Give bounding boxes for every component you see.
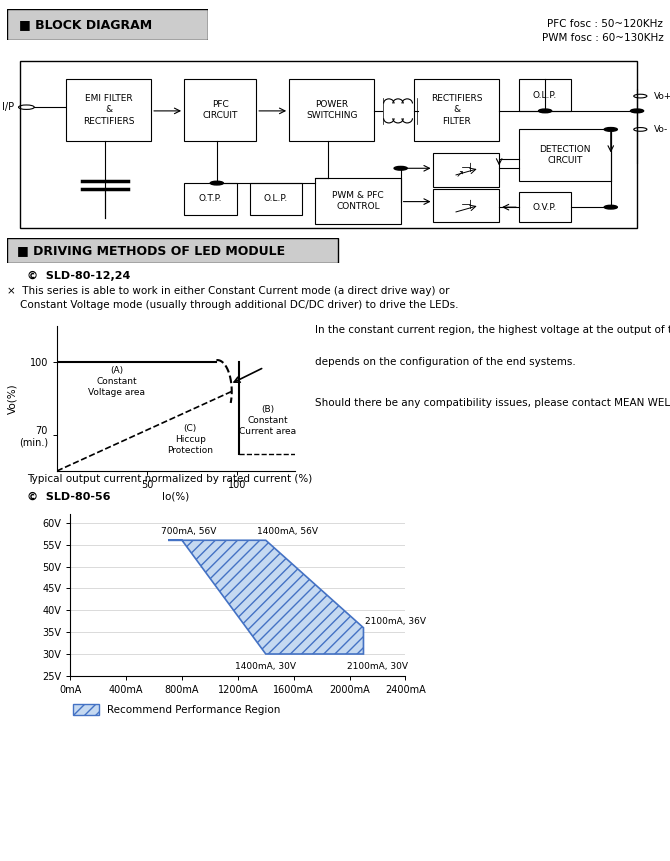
Text: 2100mA, 36V: 2100mA, 36V (365, 616, 426, 626)
Bar (66, 79, 151, 140)
Circle shape (630, 109, 644, 113)
Text: ©  SLD-80-12,24: © SLD-80-12,24 (27, 270, 130, 281)
Legend: Recommend Performance Region: Recommend Performance Region (69, 700, 285, 719)
Bar (184, 183, 237, 214)
Text: 1400mA, 30V: 1400mA, 30V (235, 662, 296, 671)
Circle shape (539, 109, 551, 113)
Text: DETECTION
CIRCUIT: DETECTION CIRCUIT (539, 146, 590, 165)
Text: RECTIFIERS
&
FILTER: RECTIFIERS & FILTER (431, 95, 482, 126)
Text: Should there be any compatibility issues, please contact MEAN WELL.: Should there be any compatibility issues… (315, 398, 670, 408)
Text: O.T.P.: O.T.P. (198, 195, 222, 203)
Bar (250, 183, 302, 214)
Text: EMI FILTER
&
RECTIFIERS: EMI FILTER & RECTIFIERS (82, 95, 134, 126)
Bar (519, 79, 572, 111)
Circle shape (210, 182, 223, 185)
Text: I/P: I/P (3, 102, 15, 112)
Text: O.L.P.: O.L.P. (264, 195, 288, 203)
Bar (316, 177, 401, 224)
Text: (B)
Constant
Current area: (B) Constant Current area (239, 405, 296, 436)
Text: Typical output current normalized by rated current (%): Typical output current normalized by rat… (27, 474, 312, 484)
Text: 2100mA, 30V: 2100mA, 30V (347, 662, 408, 671)
Text: Vo+: Vo+ (653, 91, 670, 101)
Text: ×  This series is able to work in either Constant Current mode (a direct drive w: × This series is able to work in either … (7, 286, 458, 310)
Text: PFC
CIRCUIT: PFC CIRCUIT (202, 100, 238, 120)
Text: ⊣: ⊣ (461, 199, 472, 212)
Bar (519, 192, 572, 222)
Circle shape (604, 205, 617, 209)
Text: (A)
Constant
Voltage area: (A) Constant Voltage area (88, 366, 145, 398)
Text: In the constant current region, the highest voltage at the output of the driver: In the constant current region, the high… (315, 325, 670, 335)
Bar (184, 79, 256, 140)
Text: PWM & PFC
CONTROL: PWM & PFC CONTROL (332, 190, 384, 211)
Text: ■ BLOCK DIAGRAM: ■ BLOCK DIAGRAM (19, 18, 152, 31)
X-axis label: Io(%): Io(%) (162, 492, 190, 501)
Text: (C)
Hiccup
Protection: (C) Hiccup Protection (168, 424, 213, 455)
Circle shape (394, 166, 407, 170)
Bar (433, 189, 499, 222)
Text: depends on the configuration of the end systems.: depends on the configuration of the end … (315, 357, 576, 368)
Y-axis label: Vo(%): Vo(%) (7, 383, 17, 414)
Text: O.V.P.: O.V.P. (533, 202, 557, 212)
Text: Vo-: Vo- (653, 125, 668, 134)
Bar (414, 79, 499, 140)
Text: O.L.P.: O.L.P. (533, 90, 557, 100)
Text: ■ DRIVING METHODS OF LED MODULE: ■ DRIVING METHODS OF LED MODULE (17, 244, 285, 257)
Text: 1400mA, 56V: 1400mA, 56V (257, 527, 318, 536)
Circle shape (604, 127, 617, 131)
Text: PFC fosc : 50~120KHz
PWM fosc : 60~130KHz: PFC fosc : 50~120KHz PWM fosc : 60~130KH… (541, 19, 663, 43)
Bar (519, 129, 611, 182)
Text: ↗: ↗ (456, 169, 464, 179)
Text: ©  SLD-80-56: © SLD-80-56 (27, 492, 111, 502)
Text: POWER
SWITCHING: POWER SWITCHING (306, 100, 358, 120)
Bar (433, 153, 499, 187)
Polygon shape (168, 540, 364, 654)
Bar (289, 79, 375, 140)
Text: 700mA, 56V: 700mA, 56V (161, 527, 216, 536)
Text: ⊣: ⊣ (461, 162, 472, 175)
